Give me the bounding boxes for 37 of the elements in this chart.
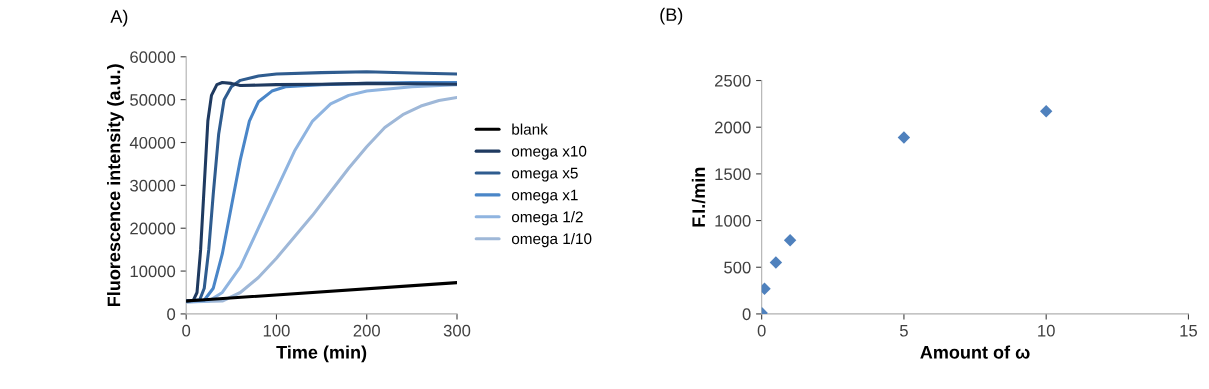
chart-title: (B): [660, 7, 683, 25]
legend-label: omega x10: [511, 145, 587, 160]
y-tick-label: 20000: [130, 222, 176, 235]
x-tick-label: 100: [263, 324, 290, 337]
x-tick-label: 10: [1038, 324, 1055, 337]
x-tick-label: 200: [353, 324, 380, 337]
x-tick-label: 15: [1180, 324, 1198, 337]
x-tick-label: 300: [443, 324, 471, 337]
legend-label: omega 1/2: [511, 211, 583, 226]
y-tick-label: 1000: [715, 214, 751, 227]
y-tick-label: 50000: [130, 94, 176, 106]
x-tick-label: 0: [182, 324, 191, 337]
legend-label: omega x5: [511, 167, 578, 182]
x-axis-title: Time (min): [276, 345, 367, 363]
y-tick-label: 30000: [130, 179, 176, 192]
chart-title: A): [110, 9, 128, 27]
legend-label: omega x1: [511, 189, 578, 204]
y-tick-label: 2500: [715, 74, 751, 87]
y-tick-label: 500: [724, 261, 751, 274]
legend-label: omega 1/10: [511, 232, 592, 248]
y-tick-label: 60000: [130, 51, 176, 63]
y-tick-label: 0: [742, 308, 751, 321]
y-tick-label: 0: [167, 308, 176, 321]
y-tick-label: 2000: [715, 121, 751, 134]
point: [897, 131, 911, 144]
point: [1039, 105, 1053, 118]
x-tick-label: 5: [899, 324, 908, 337]
point: [783, 233, 797, 247]
x-axis-title: Amount of ω: [920, 345, 1030, 359]
point: [769, 256, 783, 269]
y-axis-title: F.I./min: [691, 167, 706, 227]
legend-label: blank: [512, 123, 548, 135]
y-tick-label: 1500: [715, 168, 751, 181]
y-axis-title: Fluorescence intensity (a.u.): [107, 64, 124, 307]
y-tick-label: 10000: [130, 265, 176, 278]
x-tick-label: 0: [757, 324, 766, 337]
y-tick-label: 40000: [129, 136, 176, 149]
